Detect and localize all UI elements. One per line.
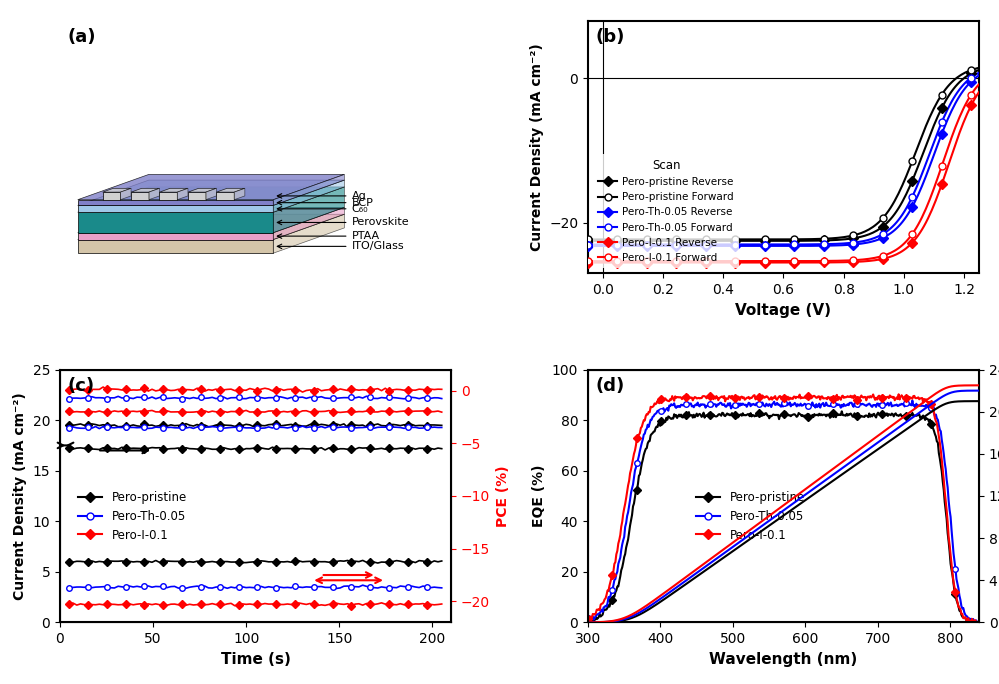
Polygon shape xyxy=(121,188,131,200)
Polygon shape xyxy=(131,192,149,200)
Polygon shape xyxy=(78,200,274,205)
Polygon shape xyxy=(177,188,188,200)
Text: (b): (b) xyxy=(595,28,625,46)
Polygon shape xyxy=(274,187,345,233)
Polygon shape xyxy=(78,180,345,205)
Polygon shape xyxy=(160,188,188,192)
Polygon shape xyxy=(78,174,345,200)
Text: Ag: Ag xyxy=(278,191,367,201)
Y-axis label: EQE (%): EQE (%) xyxy=(532,464,546,527)
X-axis label: Wavelength (nm): Wavelength (nm) xyxy=(709,652,857,667)
Polygon shape xyxy=(274,214,345,253)
Text: (c): (c) xyxy=(68,377,95,395)
Polygon shape xyxy=(274,207,345,239)
Text: C₆₀: C₆₀ xyxy=(278,204,368,214)
Polygon shape xyxy=(217,188,245,192)
Polygon shape xyxy=(103,192,121,200)
Polygon shape xyxy=(78,205,274,212)
Polygon shape xyxy=(234,188,245,200)
Polygon shape xyxy=(274,174,345,205)
Polygon shape xyxy=(149,188,160,200)
Polygon shape xyxy=(160,192,177,200)
Polygon shape xyxy=(78,239,274,253)
Polygon shape xyxy=(131,188,160,192)
Polygon shape xyxy=(78,214,345,239)
Text: (a): (a) xyxy=(68,28,96,46)
Text: (d): (d) xyxy=(595,377,625,395)
Polygon shape xyxy=(274,180,345,212)
Polygon shape xyxy=(103,188,131,192)
Text: Perovskite: Perovskite xyxy=(278,218,410,228)
Text: ITO/Glass: ITO/Glass xyxy=(278,241,405,251)
Polygon shape xyxy=(78,212,274,233)
Y-axis label: PCE (%): PCE (%) xyxy=(496,465,509,527)
X-axis label: Time (s): Time (s) xyxy=(221,652,291,667)
Polygon shape xyxy=(217,192,234,200)
Y-axis label: Current Density (mA cm⁻²): Current Density (mA cm⁻²) xyxy=(13,392,27,600)
Polygon shape xyxy=(78,207,345,233)
Text: BCP: BCP xyxy=(278,198,374,208)
Polygon shape xyxy=(78,187,345,212)
Text: PTAA: PTAA xyxy=(278,231,380,241)
Polygon shape xyxy=(78,233,274,239)
Legend: Pero-pristine Reverse, Pero-pristine Forward, Pero-Th-0.05 Reverse, Pero-Th-0.05: Pero-pristine Reverse, Pero-pristine For… xyxy=(593,153,739,268)
Legend: Pero-pristine, Pero-Th-0.05, Pero-I-0.1: Pero-pristine, Pero-Th-0.05, Pero-I-0.1 xyxy=(74,486,192,547)
Y-axis label: Current Density (mA cm⁻²): Current Density (mA cm⁻²) xyxy=(529,43,543,251)
Legend: Pero-pristine, Pero-Th-0.05, Pero-I-0.1: Pero-pristine, Pero-Th-0.05, Pero-I-0.1 xyxy=(691,486,809,547)
Polygon shape xyxy=(188,188,217,192)
Polygon shape xyxy=(206,188,217,200)
X-axis label: Voltage (V): Voltage (V) xyxy=(735,303,831,317)
Polygon shape xyxy=(188,192,206,200)
